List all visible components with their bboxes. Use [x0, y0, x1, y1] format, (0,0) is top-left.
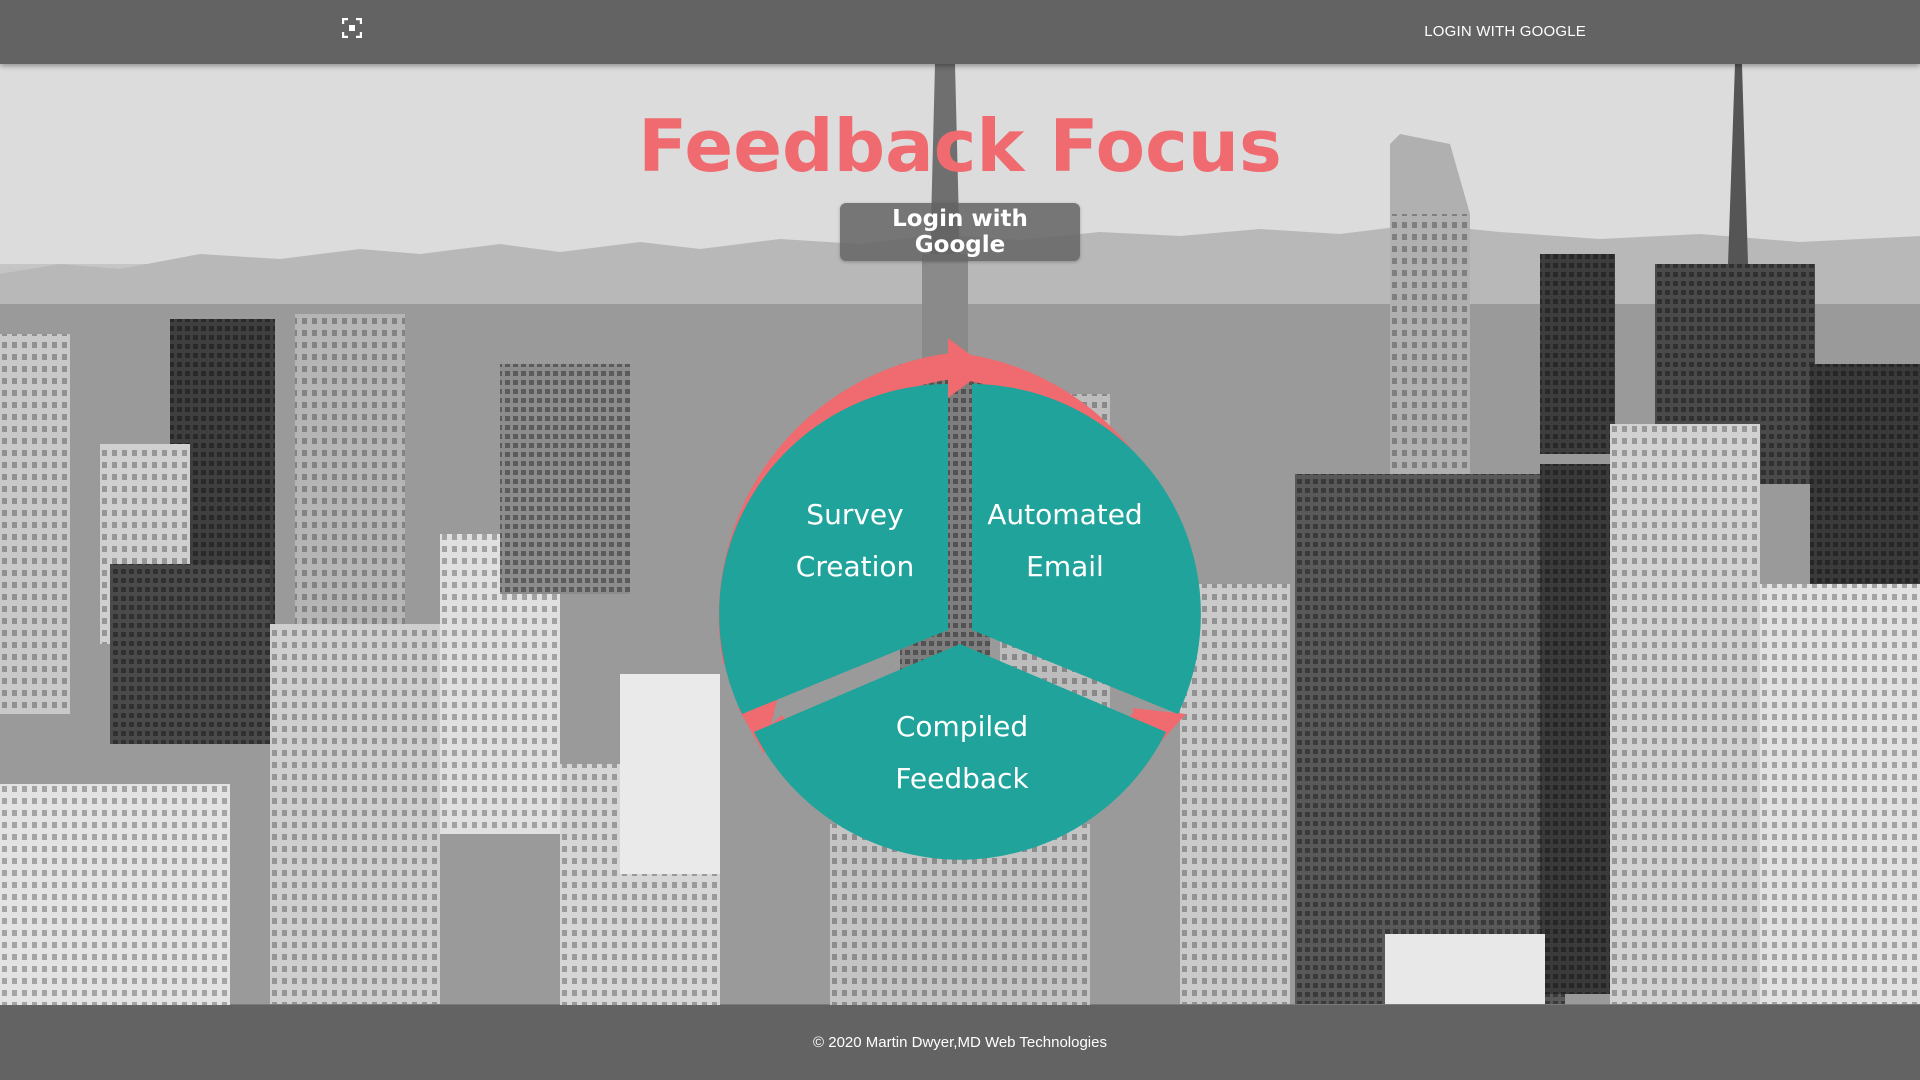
brand-logo[interactable]	[340, 16, 364, 40]
city-skyline-background	[0, 64, 1920, 1005]
top-navbar: LOGIN WITH GOOGLE	[0, 0, 1920, 64]
segment-label-survey-2: Creation	[796, 550, 914, 583]
segment-label-feedback-2: Feedback	[895, 762, 1029, 795]
segment-label-email-1: Automated	[987, 498, 1142, 531]
hero-section: Feedback Focus Login with Google Survey …	[0, 64, 1920, 1005]
segment-label-feedback-1: Compiled	[896, 710, 1028, 743]
page-title: Feedback Focus	[638, 104, 1282, 188]
page-footer: © 2020 Martin Dwyer,MD Web Technologies	[0, 1005, 1920, 1080]
copyright-text: © 2020 Martin Dwyer,MD Web Technologies	[813, 1034, 1107, 1051]
segment-label-survey-1: Survey	[806, 498, 903, 531]
fullscreen-corners-icon	[342, 18, 362, 38]
segment-label-email-2: Email	[1026, 550, 1104, 583]
login-with-google-button[interactable]: Login with Google	[840, 203, 1080, 261]
cycle-sectors	[719, 384, 1201, 860]
nav-login-google-link[interactable]: LOGIN WITH GOOGLE	[1424, 23, 1586, 40]
feedback-cycle-diagram: Survey Creation Automated Email Compiled…	[718, 338, 1201, 860]
